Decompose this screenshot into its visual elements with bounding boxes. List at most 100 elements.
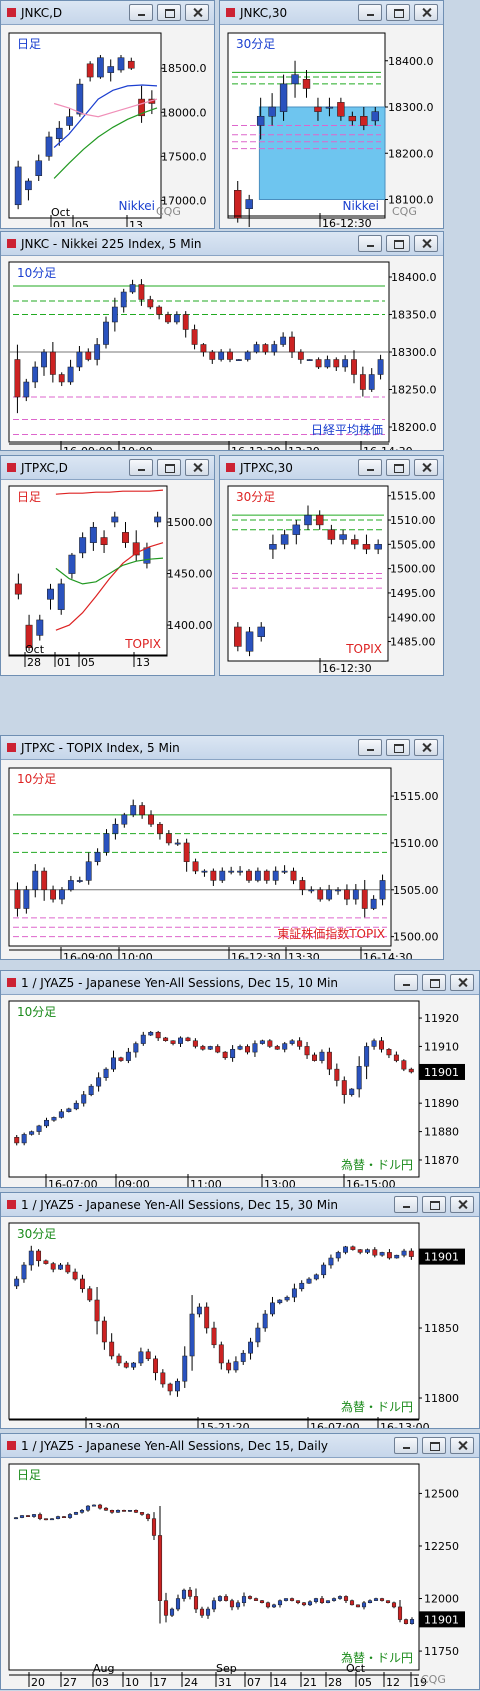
maximize-button[interactable]	[157, 4, 181, 21]
chart-window-jtpxc-daily[interactable]: JTPXC,D 1500.00 1450.00 1400.00 28 01 05 13 Oct…	[0, 455, 215, 676]
minimize-button[interactable]	[394, 1437, 418, 1454]
close-button[interactable]	[450, 974, 474, 991]
candle-down	[245, 1046, 250, 1053]
candle-down	[103, 1507, 109, 1511]
candle-down	[344, 889, 350, 900]
chart-window-yen-30min[interactable]: 1 / JYAZ5 - Japanese Yen-All Sessions, D…	[0, 1192, 480, 1429]
candle-up	[337, 1596, 343, 1599]
period-label: 30分足	[236, 490, 275, 504]
candle-up	[284, 1296, 290, 1301]
candle-down	[218, 1344, 224, 1364]
window-titlebar[interactable]: JNKC,D	[1, 1, 214, 25]
minimize-button[interactable]	[394, 1196, 418, 1213]
maximize-button[interactable]	[386, 4, 410, 21]
maximize-button[interactable]	[386, 235, 410, 252]
candle-up	[241, 1596, 247, 1603]
candle-up	[319, 1051, 325, 1061]
close-button[interactable]	[185, 4, 209, 21]
candle-up	[67, 880, 74, 891]
minimize-button[interactable]	[358, 739, 382, 756]
maximize-button[interactable]	[386, 459, 410, 476]
window-titlebar[interactable]: 1 / JYAZ5 - Japanese Yen-All Sessions, D…	[1, 1193, 479, 1217]
window-titlebar[interactable]: JNKC,30	[220, 1, 443, 25]
chart-window-jnkc-daily[interactable]: JNKC,D 18500.0 18000.0 17500.0 17000.0 01 05 1…	[0, 0, 215, 229]
minimize-button[interactable]	[129, 4, 153, 21]
window-titlebar[interactable]: 1 / JYAZ5 - Japanese Yen-All Sessions, D…	[1, 971, 479, 995]
maximize-button[interactable]	[386, 739, 410, 756]
close-button[interactable]	[185, 459, 209, 476]
chart-canvas[interactable]: 11920119101190011890118801187016-07:0009…	[1, 997, 479, 1187]
candle-down	[327, 529, 336, 540]
candle-up	[175, 1380, 180, 1392]
candle-up	[283, 1598, 289, 1601]
candle-down	[43, 1518, 49, 1521]
window-titlebar[interactable]: 1 / JYAZ5 - Japanese Yen-All Sessions, D…	[1, 1434, 479, 1458]
candle-up	[36, 619, 44, 636]
minimize-button[interactable]	[358, 4, 382, 21]
window-titlebar[interactable]: JTPXC,D	[1, 456, 214, 480]
candle-down	[127, 60, 135, 69]
period-label: 10分足	[17, 1005, 56, 1019]
close-button[interactable]	[450, 1437, 474, 1454]
chart-window-topix-5min[interactable]: JTPXC - TOPIX Index, 5 Min 1515.00 1510.0…	[0, 735, 444, 960]
chart-canvas[interactable]: 18500.0 18000.0 17500.0 17000.0 01 05 13 Oct 日足 N…	[1, 27, 214, 227]
chart-window-yen-daily[interactable]: 1 / JYAZ5 - Japanese Yen-All Sessions, D…	[0, 1433, 480, 1690]
chart-canvas[interactable]: 18400.0 18350.0 18300.0 18250.0 18200.0 16-09…	[1, 258, 443, 450]
candle-up	[81, 1094, 87, 1104]
ma-line-upper	[55, 489, 164, 495]
minimize-button[interactable]	[129, 459, 153, 476]
close-button[interactable]	[414, 4, 438, 21]
chart-canvas[interactable]: 1500.00 1450.00 1400.00 28 01 05 13 Oct 日足 TOPIX	[1, 482, 214, 674]
candle-down	[138, 98, 145, 117]
x-tick-label: 27	[63, 1676, 77, 1688]
candle-down	[121, 1509, 127, 1512]
last-price-tag	[419, 1063, 465, 1080]
close-button[interactable]	[450, 1196, 474, 1213]
candle-up	[107, 66, 115, 73]
maximize-button[interactable]	[157, 459, 181, 476]
chart-canvas[interactable]: 11900118501180013:0015-21:2016-07:0016-1…	[1, 1219, 479, 1428]
chart-window-yen-10min[interactable]: 1 / JYAZ5 - Japanese Yen-All Sessions, D…	[0, 970, 480, 1188]
minimize-button[interactable]	[358, 235, 382, 252]
candle-up	[111, 1057, 116, 1070]
candle-up	[394, 1254, 400, 1259]
close-button[interactable]	[414, 459, 438, 476]
candle-down	[247, 1596, 253, 1599]
candle-down	[132, 542, 140, 556]
candle-up	[121, 814, 128, 825]
chart-canvas[interactable]: 18400.0 18300.0 18200.0 18100.0 16-12:30 30分足…	[220, 27, 443, 227]
close-button[interactable]	[414, 739, 438, 756]
candle-up	[282, 1043, 288, 1050]
chart-canvas[interactable]: 1515.00 1510.00 1505.00 1500.00 16-09:00 10:0…	[1, 762, 443, 959]
window-title: JTPXC - TOPIX Index, 5 Min	[7, 741, 180, 755]
chart-canvas[interactable]: 1515.00 1510.00 1505.00 1500.00 1495.00 1490.…	[220, 482, 443, 674]
candle-up	[335, 889, 341, 892]
candle-up	[313, 1274, 319, 1280]
window-titlebar[interactable]: JTPXC,30	[220, 456, 443, 480]
y-tick-label: 11890	[424, 1097, 459, 1110]
chart-window-nikkei-5min[interactable]: JNKC - Nikkei 225 Index, 5 Min 18400.0 18…	[0, 231, 444, 451]
maximize-button[interactable]	[422, 1437, 446, 1454]
candle-down	[319, 1598, 325, 1603]
chart-window-jnkc-30[interactable]: JNKC,30 18400.0 18300.0 18200.0 18100.0 16-1…	[219, 0, 444, 229]
maximize-button[interactable]	[422, 1196, 446, 1213]
candle-down	[209, 351, 216, 360]
candle-up	[253, 344, 260, 353]
maximize-button[interactable]	[422, 974, 446, 991]
candle-up	[88, 1085, 94, 1095]
x-tick-label: 16-12:30	[231, 951, 281, 959]
chart-canvas[interactable]: 12500 12250 12000 11750 20 27 03 10 17 24 31 07 14 21…	[1, 1460, 479, 1688]
minimize-button[interactable]	[358, 459, 382, 476]
candle-down	[183, 842, 190, 862]
y-tick-label: 1485.00	[390, 636, 436, 649]
candle-down	[193, 1596, 199, 1610]
close-button[interactable]	[414, 235, 438, 252]
window-titlebar[interactable]: JNKC - Nikkei 225 Index, 5 Min	[1, 232, 443, 256]
candle-up	[205, 1608, 211, 1616]
candle-down	[165, 833, 172, 844]
candle-up	[97, 57, 104, 78]
month-label: Sep	[216, 1662, 237, 1675]
minimize-button[interactable]	[394, 974, 418, 991]
chart-window-jtpxc-30[interactable]: JTPXC,30 1515.00 1510.00 1505.00 1500.00 149…	[219, 455, 444, 676]
window-titlebar[interactable]: JTPXC - TOPIX Index, 5 Min	[1, 736, 443, 760]
